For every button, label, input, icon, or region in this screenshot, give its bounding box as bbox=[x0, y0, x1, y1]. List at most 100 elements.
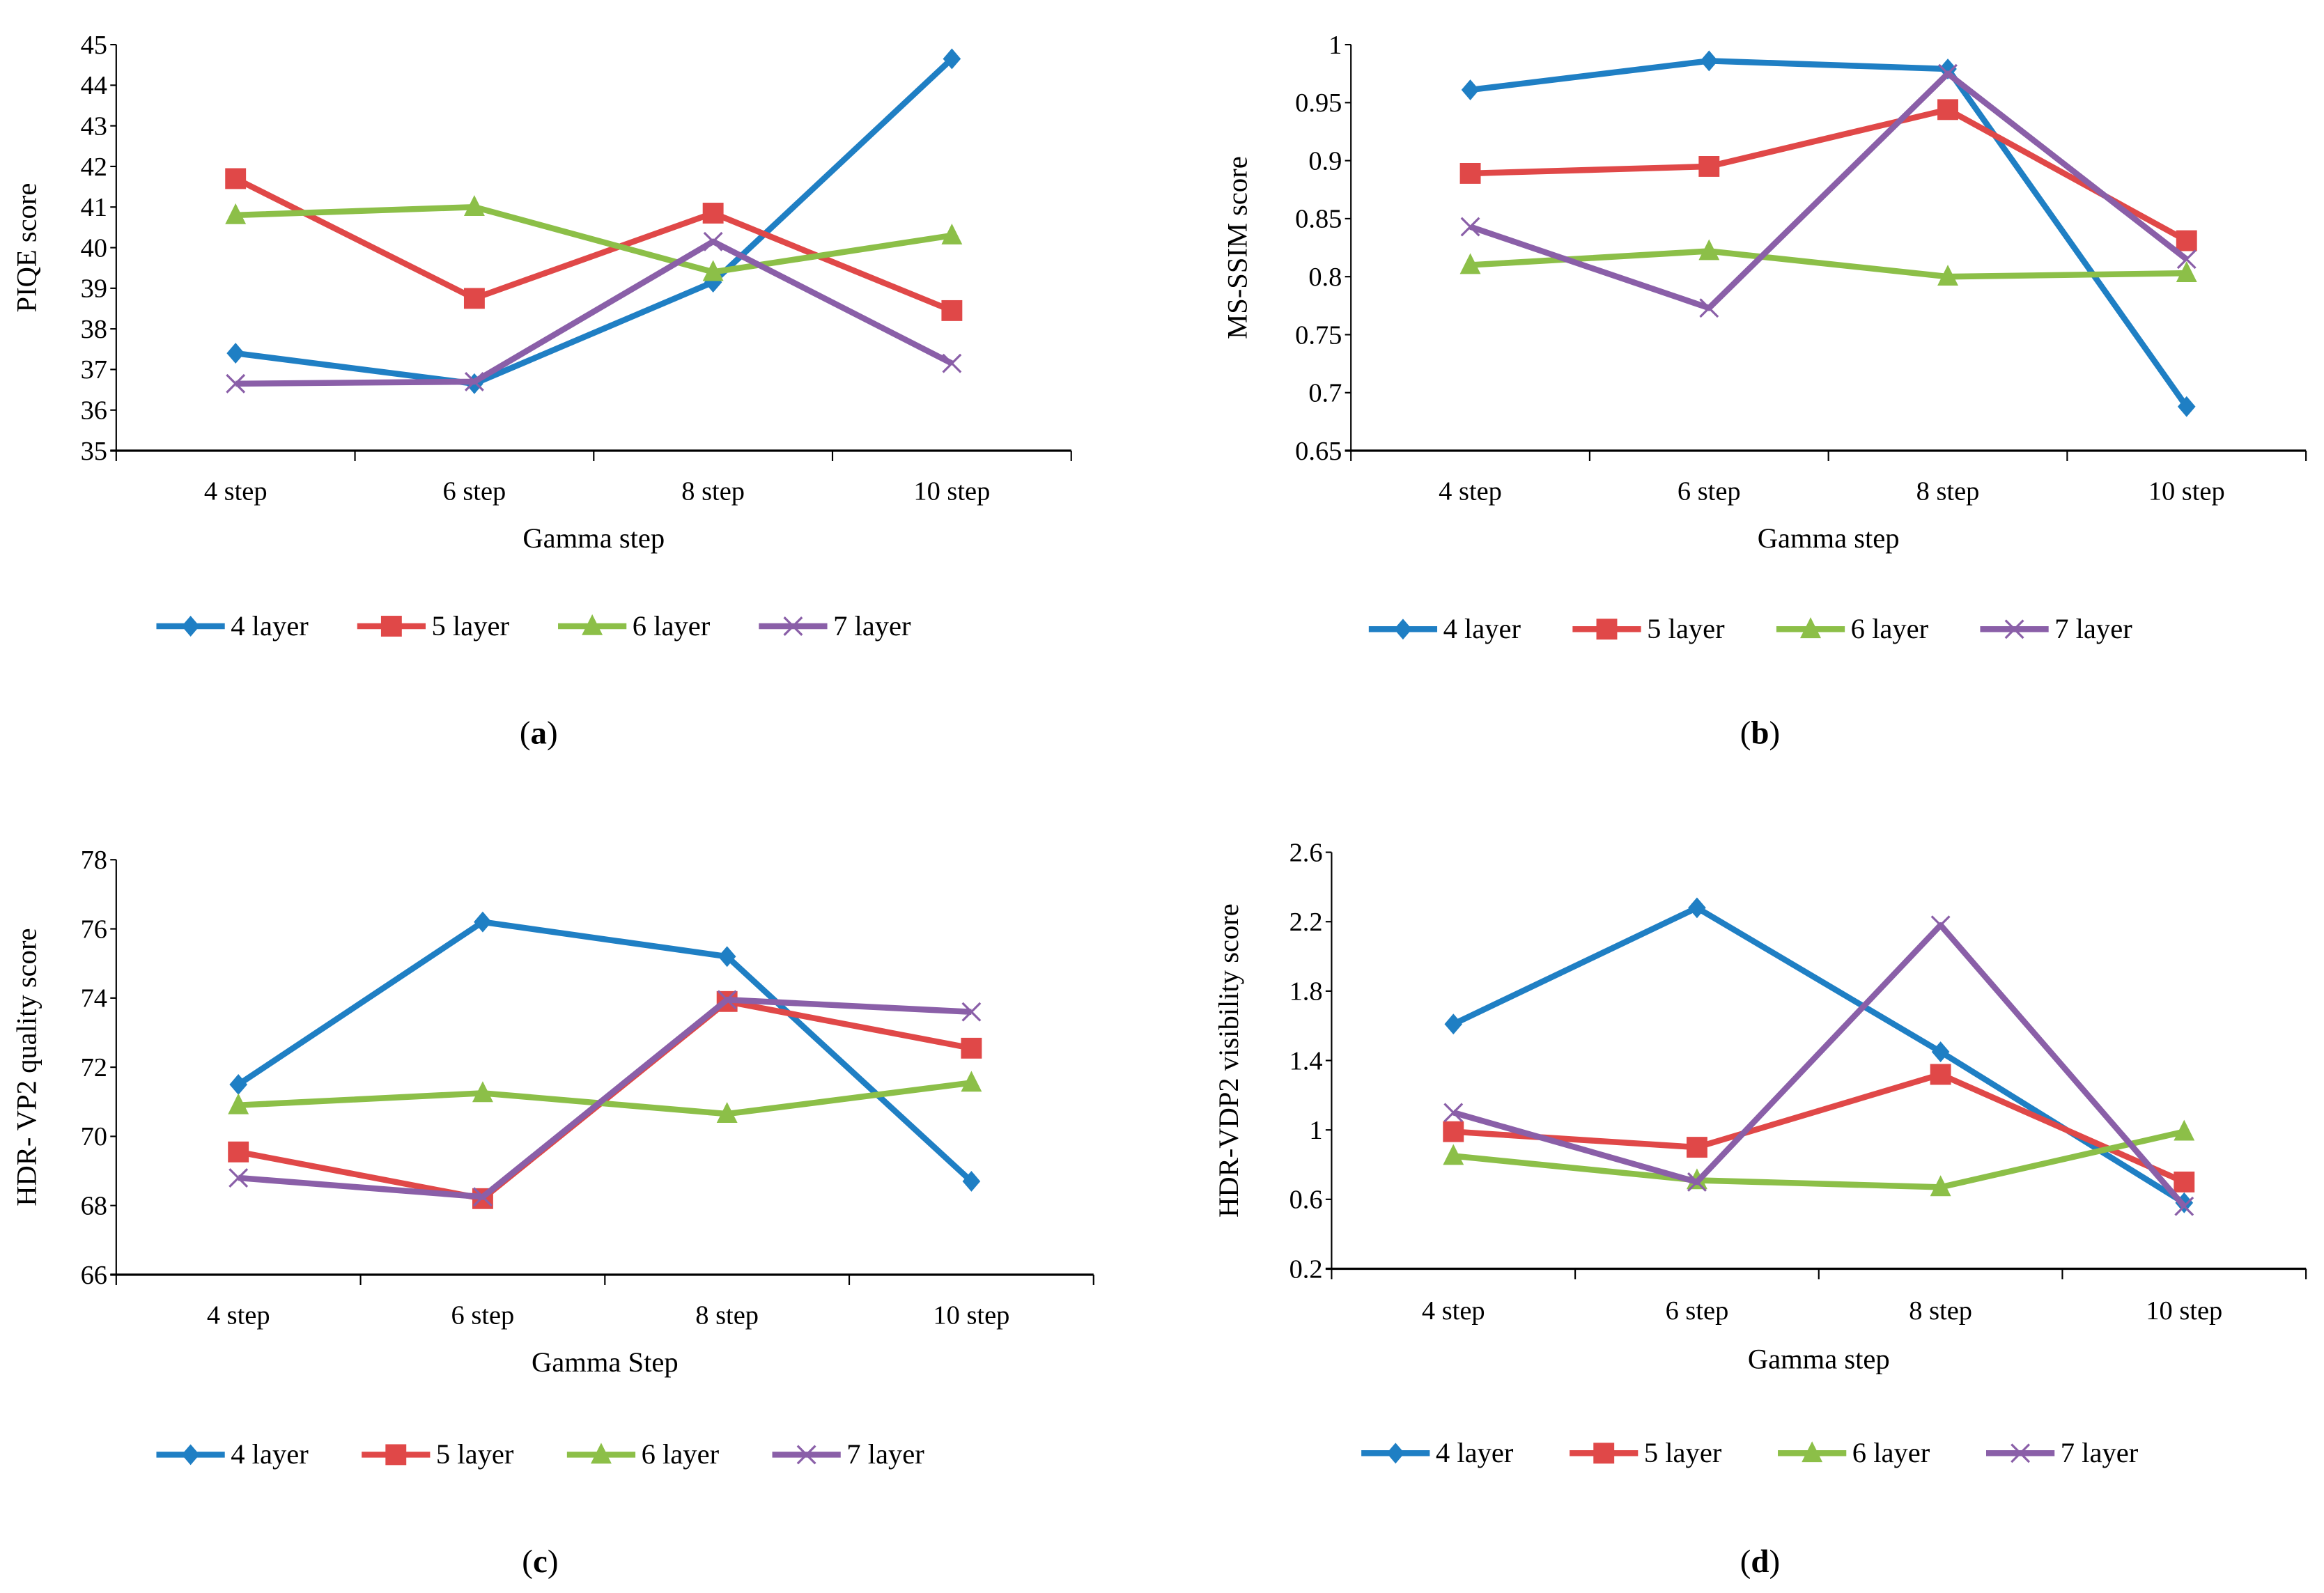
data-point bbox=[943, 48, 961, 70]
series-7-layer bbox=[228, 990, 982, 1207]
panel-caption: (d) bbox=[1740, 1544, 1780, 1580]
legend-label: 4 layer bbox=[1436, 1437, 1514, 1468]
panel-caption: (a) bbox=[520, 715, 558, 752]
y-tick-label: 78 bbox=[81, 846, 107, 875]
y-tick-label: 38 bbox=[81, 315, 107, 344]
caption-paren: ( bbox=[1740, 1544, 1751, 1580]
x-tick-label: 10 step bbox=[2146, 1296, 2222, 1326]
y-tick-label: 0.7 bbox=[1308, 379, 1342, 408]
legend-marker-icon bbox=[1394, 619, 1412, 640]
legend-label: 7 layer bbox=[2054, 613, 2132, 644]
caption-paren: ) bbox=[548, 1544, 559, 1580]
caption-paren: ) bbox=[1769, 1544, 1780, 1580]
data-point bbox=[2176, 230, 2197, 251]
series-line bbox=[238, 1080, 972, 1117]
data-point bbox=[1461, 79, 1480, 100]
caption-paren: ( bbox=[1740, 715, 1751, 752]
legend-item: 5 layer bbox=[1570, 1437, 1722, 1468]
panel-caption: (b) bbox=[1740, 715, 1780, 752]
data-point bbox=[1459, 253, 1481, 274]
legend-label: 7 layer bbox=[846, 1438, 924, 1470]
y-axis-label: HDR- VP2 quality score bbox=[11, 928, 42, 1206]
legend-label: 4 layer bbox=[231, 610, 309, 642]
series-4-layer bbox=[229, 911, 981, 1192]
data-point bbox=[716, 1102, 738, 1123]
data-point bbox=[2174, 1119, 2195, 1141]
x-tick-label: 4 step bbox=[204, 476, 268, 506]
data-point bbox=[472, 1081, 493, 1103]
series-line bbox=[235, 203, 953, 275]
data-point bbox=[2174, 1171, 2195, 1192]
series-line bbox=[1469, 70, 2189, 311]
series-line bbox=[236, 919, 974, 1184]
y-tick-label: 76 bbox=[81, 915, 107, 944]
data-point bbox=[228, 1093, 249, 1114]
series-line bbox=[235, 56, 954, 387]
data-point bbox=[1698, 156, 1720, 177]
series-5-layer bbox=[225, 168, 963, 321]
y-tick-label: 1.8 bbox=[1289, 977, 1323, 1007]
legend-item: 7 layer bbox=[759, 610, 911, 642]
y-tick-label: 68 bbox=[81, 1192, 107, 1221]
legend-marker-icon bbox=[591, 1443, 612, 1464]
legend-marker-icon bbox=[181, 1444, 200, 1466]
x-tick-label: 10 step bbox=[933, 1300, 1009, 1330]
data-point bbox=[1443, 1144, 1464, 1165]
y-tick-label: 1 bbox=[1328, 31, 1342, 60]
x-axis-label: Gamma step bbox=[1748, 1344, 1890, 1375]
x-tick-label: 10 step bbox=[913, 476, 990, 506]
x-tick-label: 8 step bbox=[1916, 476, 1980, 506]
data-point bbox=[474, 911, 492, 933]
data-point bbox=[702, 203, 724, 224]
data-point bbox=[962, 1171, 981, 1192]
legend-label: 7 layer bbox=[2061, 1437, 2139, 1468]
data-point bbox=[2176, 249, 2197, 270]
legend-marker-icon bbox=[796, 1445, 816, 1465]
series-5-layer bbox=[1443, 1064, 2195, 1192]
x-tick-label: 6 step bbox=[451, 1300, 515, 1330]
legend-item: 4 layer bbox=[1361, 1437, 1514, 1468]
legend-label: 7 layer bbox=[833, 610, 911, 642]
legend-item: 4 layer bbox=[1368, 613, 1521, 644]
data-point bbox=[1699, 298, 1719, 318]
series-4-layer bbox=[1461, 50, 2196, 417]
series-7-layer bbox=[1460, 63, 2197, 318]
y-tick-label: 0.75 bbox=[1295, 320, 1342, 350]
y-tick-label: 36 bbox=[81, 396, 107, 426]
y-tick-label: 42 bbox=[81, 153, 107, 182]
legend-item: 5 layer bbox=[362, 1438, 514, 1470]
series-line bbox=[235, 238, 954, 387]
y-axis-label: MS-SSIM score bbox=[1222, 156, 1253, 339]
x-tick-label: 10 step bbox=[2148, 476, 2225, 506]
data-point bbox=[228, 1141, 249, 1163]
x-tick-label: 8 step bbox=[681, 476, 745, 506]
legend-item: 6 layer bbox=[566, 1438, 720, 1470]
data-point bbox=[1937, 265, 1958, 286]
x-tick-label: 6 step bbox=[1666, 1296, 1729, 1326]
y-tick-label: 0.65 bbox=[1295, 437, 1342, 466]
data-point bbox=[941, 223, 963, 244]
data-point bbox=[1930, 915, 1951, 935]
data-point bbox=[2174, 1196, 2194, 1216]
series-line bbox=[1452, 1071, 2186, 1185]
y-tick-label: 45 bbox=[81, 31, 107, 60]
data-point bbox=[961, 1037, 982, 1059]
legend-label: 5 layer bbox=[436, 1438, 514, 1470]
data-point bbox=[961, 1002, 982, 1022]
legend-marker-icon bbox=[582, 614, 603, 635]
y-tick-label: 0.95 bbox=[1295, 88, 1342, 118]
x-tick-label: 8 step bbox=[695, 1300, 759, 1330]
data-point bbox=[226, 373, 246, 394]
legend-label: 5 layer bbox=[1647, 613, 1725, 644]
y-axis-label: HDR-VDP2 visibility score bbox=[1213, 903, 1244, 1218]
x-axis-label: Gamma step bbox=[522, 522, 665, 554]
caption-paren: ( bbox=[522, 1544, 533, 1580]
y-tick-label: 70 bbox=[81, 1122, 107, 1151]
series-6-layer bbox=[1443, 1119, 2195, 1197]
y-tick-label: 44 bbox=[81, 71, 107, 100]
y-tick-label: 66 bbox=[81, 1261, 107, 1290]
legend-item: 7 layer bbox=[1986, 1437, 2139, 1468]
y-tick-label: 1.4 bbox=[1289, 1046, 1323, 1075]
data-point bbox=[1930, 1064, 1951, 1085]
legend-item: 4 layer bbox=[156, 1438, 309, 1470]
